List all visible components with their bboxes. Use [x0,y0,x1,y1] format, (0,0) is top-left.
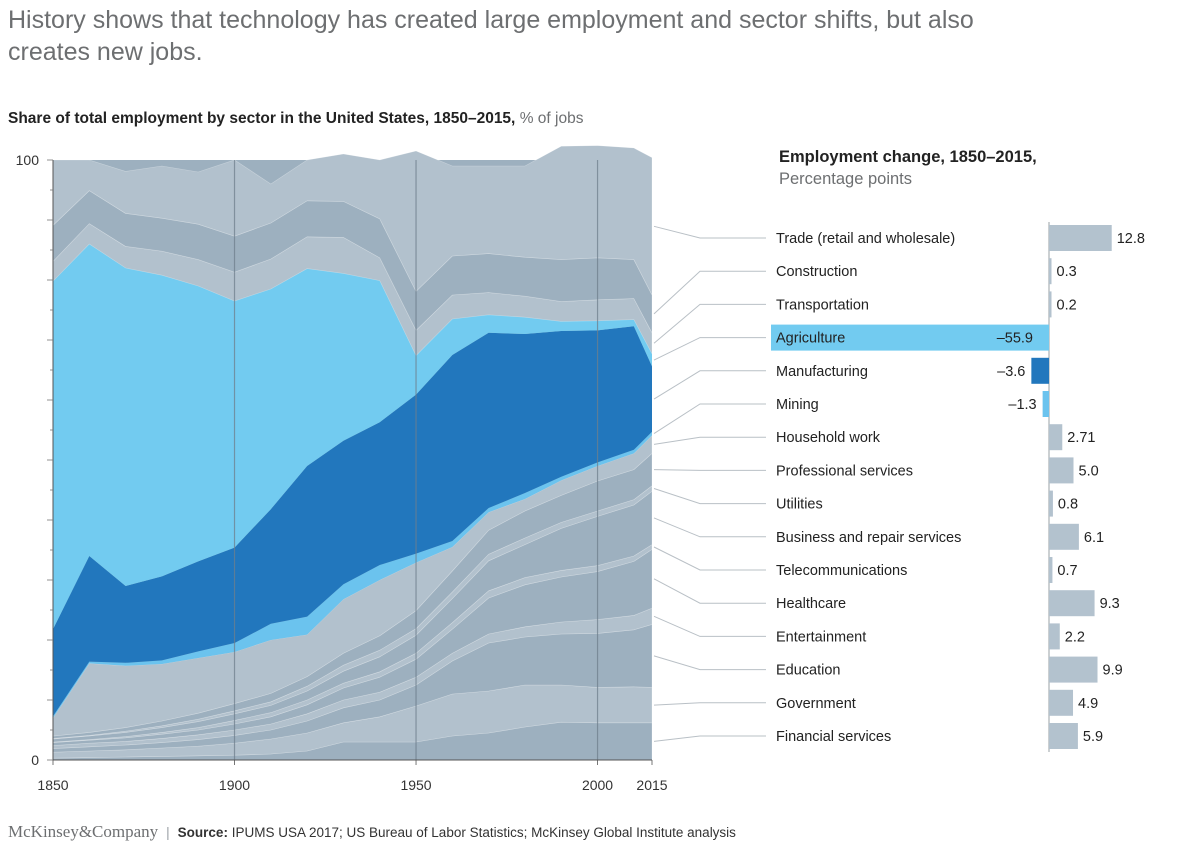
brand-logo: McKinsey&Company [8,822,159,841]
gridlines [233,160,599,760]
bar-utilities [1049,490,1053,517]
leader-manufacturing [653,370,766,400]
sector-label-agriculture: Agriculture [776,331,845,347]
y-tick-label: 0 [31,752,39,768]
sector-label-manufacturing: Manufacturing [776,364,868,380]
x-tick-label: 2015 [636,777,667,793]
leader-mining [653,403,766,435]
sector-label-education: Education [776,663,841,679]
bar-value-entertainment: 2.2 [1065,629,1085,645]
footer: McKinsey&Company | Source: IPUMS USA 2017;… [8,822,736,842]
sector-label-transportation: Transportation [776,297,869,313]
bar-chart-title-main: Employment change, 1850–2015, [779,148,1037,166]
bar-construction [1049,258,1052,285]
leader-professional-services [653,469,766,471]
sector-label-telecommunications: Telecommunications [776,563,907,579]
bar-value-professional-services: 5.0 [1079,463,1099,479]
bar-value-business-and-repair-services: 6.1 [1084,530,1104,546]
bar-trade-retail-and-wholesale [1049,225,1112,251]
chart-subtitle-main: Share of total employment by sector in t… [8,110,516,127]
bar-value-mining: –1.3 [1008,397,1036,413]
leader-education [653,655,766,671]
area-manufacturing [53,326,652,717]
bar-value-government: 4.9 [1078,696,1098,712]
bar-value-transportation: 0.2 [1057,297,1077,313]
bar-professional-services [1049,457,1074,484]
bar-transportation [1049,291,1052,318]
bar-value-healthcare: 9.3 [1100,596,1120,612]
bar-value-trade-retail-and-wholesale: 12.8 [1117,231,1145,247]
bar-value-education: 9.9 [1103,663,1123,679]
bar-chart: Trade (retail and wholesale) 12.8 Construc… [771,222,1145,752]
sector-label-professional-services: Professional services [776,463,913,479]
source-label: Source: [177,825,228,840]
bar-healthcare [1049,590,1095,617]
bar-agriculture [771,324,1049,351]
leader-utilities [653,488,766,505]
bar-financial-services [1049,723,1078,749]
axes: 0 100 1850 1900 1950 2000 2015 [16,152,668,793]
bar-value-construction: 0.3 [1057,264,1077,280]
sector-label-entertainment: Entertainment [776,629,866,645]
bar-value-household-work: 2.71 [1067,430,1095,446]
chart-subtitle: Share of total employment by sector in t… [8,110,583,128]
sector-label-utilities: Utilities [776,497,823,513]
sector-label-mining: Mining [776,397,819,413]
source-text: IPUMS USA 2017; US Bureau of Labor Stati… [231,825,736,840]
leader-business-and-repair-services [653,517,766,538]
x-tick-label: 2000 [582,777,613,793]
bar-value-manufacturing: –3.6 [997,364,1025,380]
sector-label-financial-services: Financial services [776,729,891,745]
bar-chart-title-unit: Percentage points [779,170,913,188]
area-agriculture [53,244,652,630]
area-mining [53,431,652,718]
bar-telecommunications [1049,557,1053,583]
sector-label-trade-retail-and-wholesale: Trade (retail and wholesale) [776,231,955,247]
leader-agriculture [653,337,766,361]
bar-education [1049,656,1098,683]
leader-transportation [653,303,766,344]
leader-entertainment [653,615,766,637]
y-tick-label: 100 [16,152,40,168]
sector-label-business-and-repair-services: Business and repair services [776,530,961,546]
bar-government [1049,689,1074,716]
bar-business-and-repair-services [1049,523,1079,550]
leader-healthcare [653,578,766,604]
bar-entertainment [1049,623,1060,650]
leader-construction [653,270,766,315]
stacked-area-plot [52,145,653,761]
sector-label-healthcare: Healthcare [776,596,846,612]
sector-label-construction: Construction [776,264,857,280]
leader-telecommunications [653,546,766,571]
chart-subtitle-unit: % of jobs [519,110,584,127]
sector-label-government: Government [776,696,856,712]
headline: History shows that technology has create… [8,6,974,66]
leader-financial-services [653,735,766,742]
bar-value-utilities: 0.8 [1058,497,1078,513]
bar-value-telecommunications: 0.7 [1057,563,1077,579]
footer-separator: | [166,825,170,840]
sector-label-household-work: Household work [776,430,881,446]
leader-household-work [653,436,766,445]
x-tick-label: 1850 [37,777,68,793]
bar-mining [1042,391,1049,417]
x-tick-label: 1950 [400,777,431,793]
leader-trade-retail-and-wholesale [653,225,766,239]
leader-lines [653,225,766,742]
x-tick-label: 1900 [219,777,250,793]
bar-household-work [1049,424,1063,451]
bar-manufacturing [1031,357,1049,384]
bar-value-financial-services: 5.9 [1083,729,1103,745]
leader-government [653,702,766,706]
bar-chart-title: Employment change, 1850–2015, Percentage… [779,146,1037,190]
bar-value-agriculture: –55.9 [997,331,1033,347]
